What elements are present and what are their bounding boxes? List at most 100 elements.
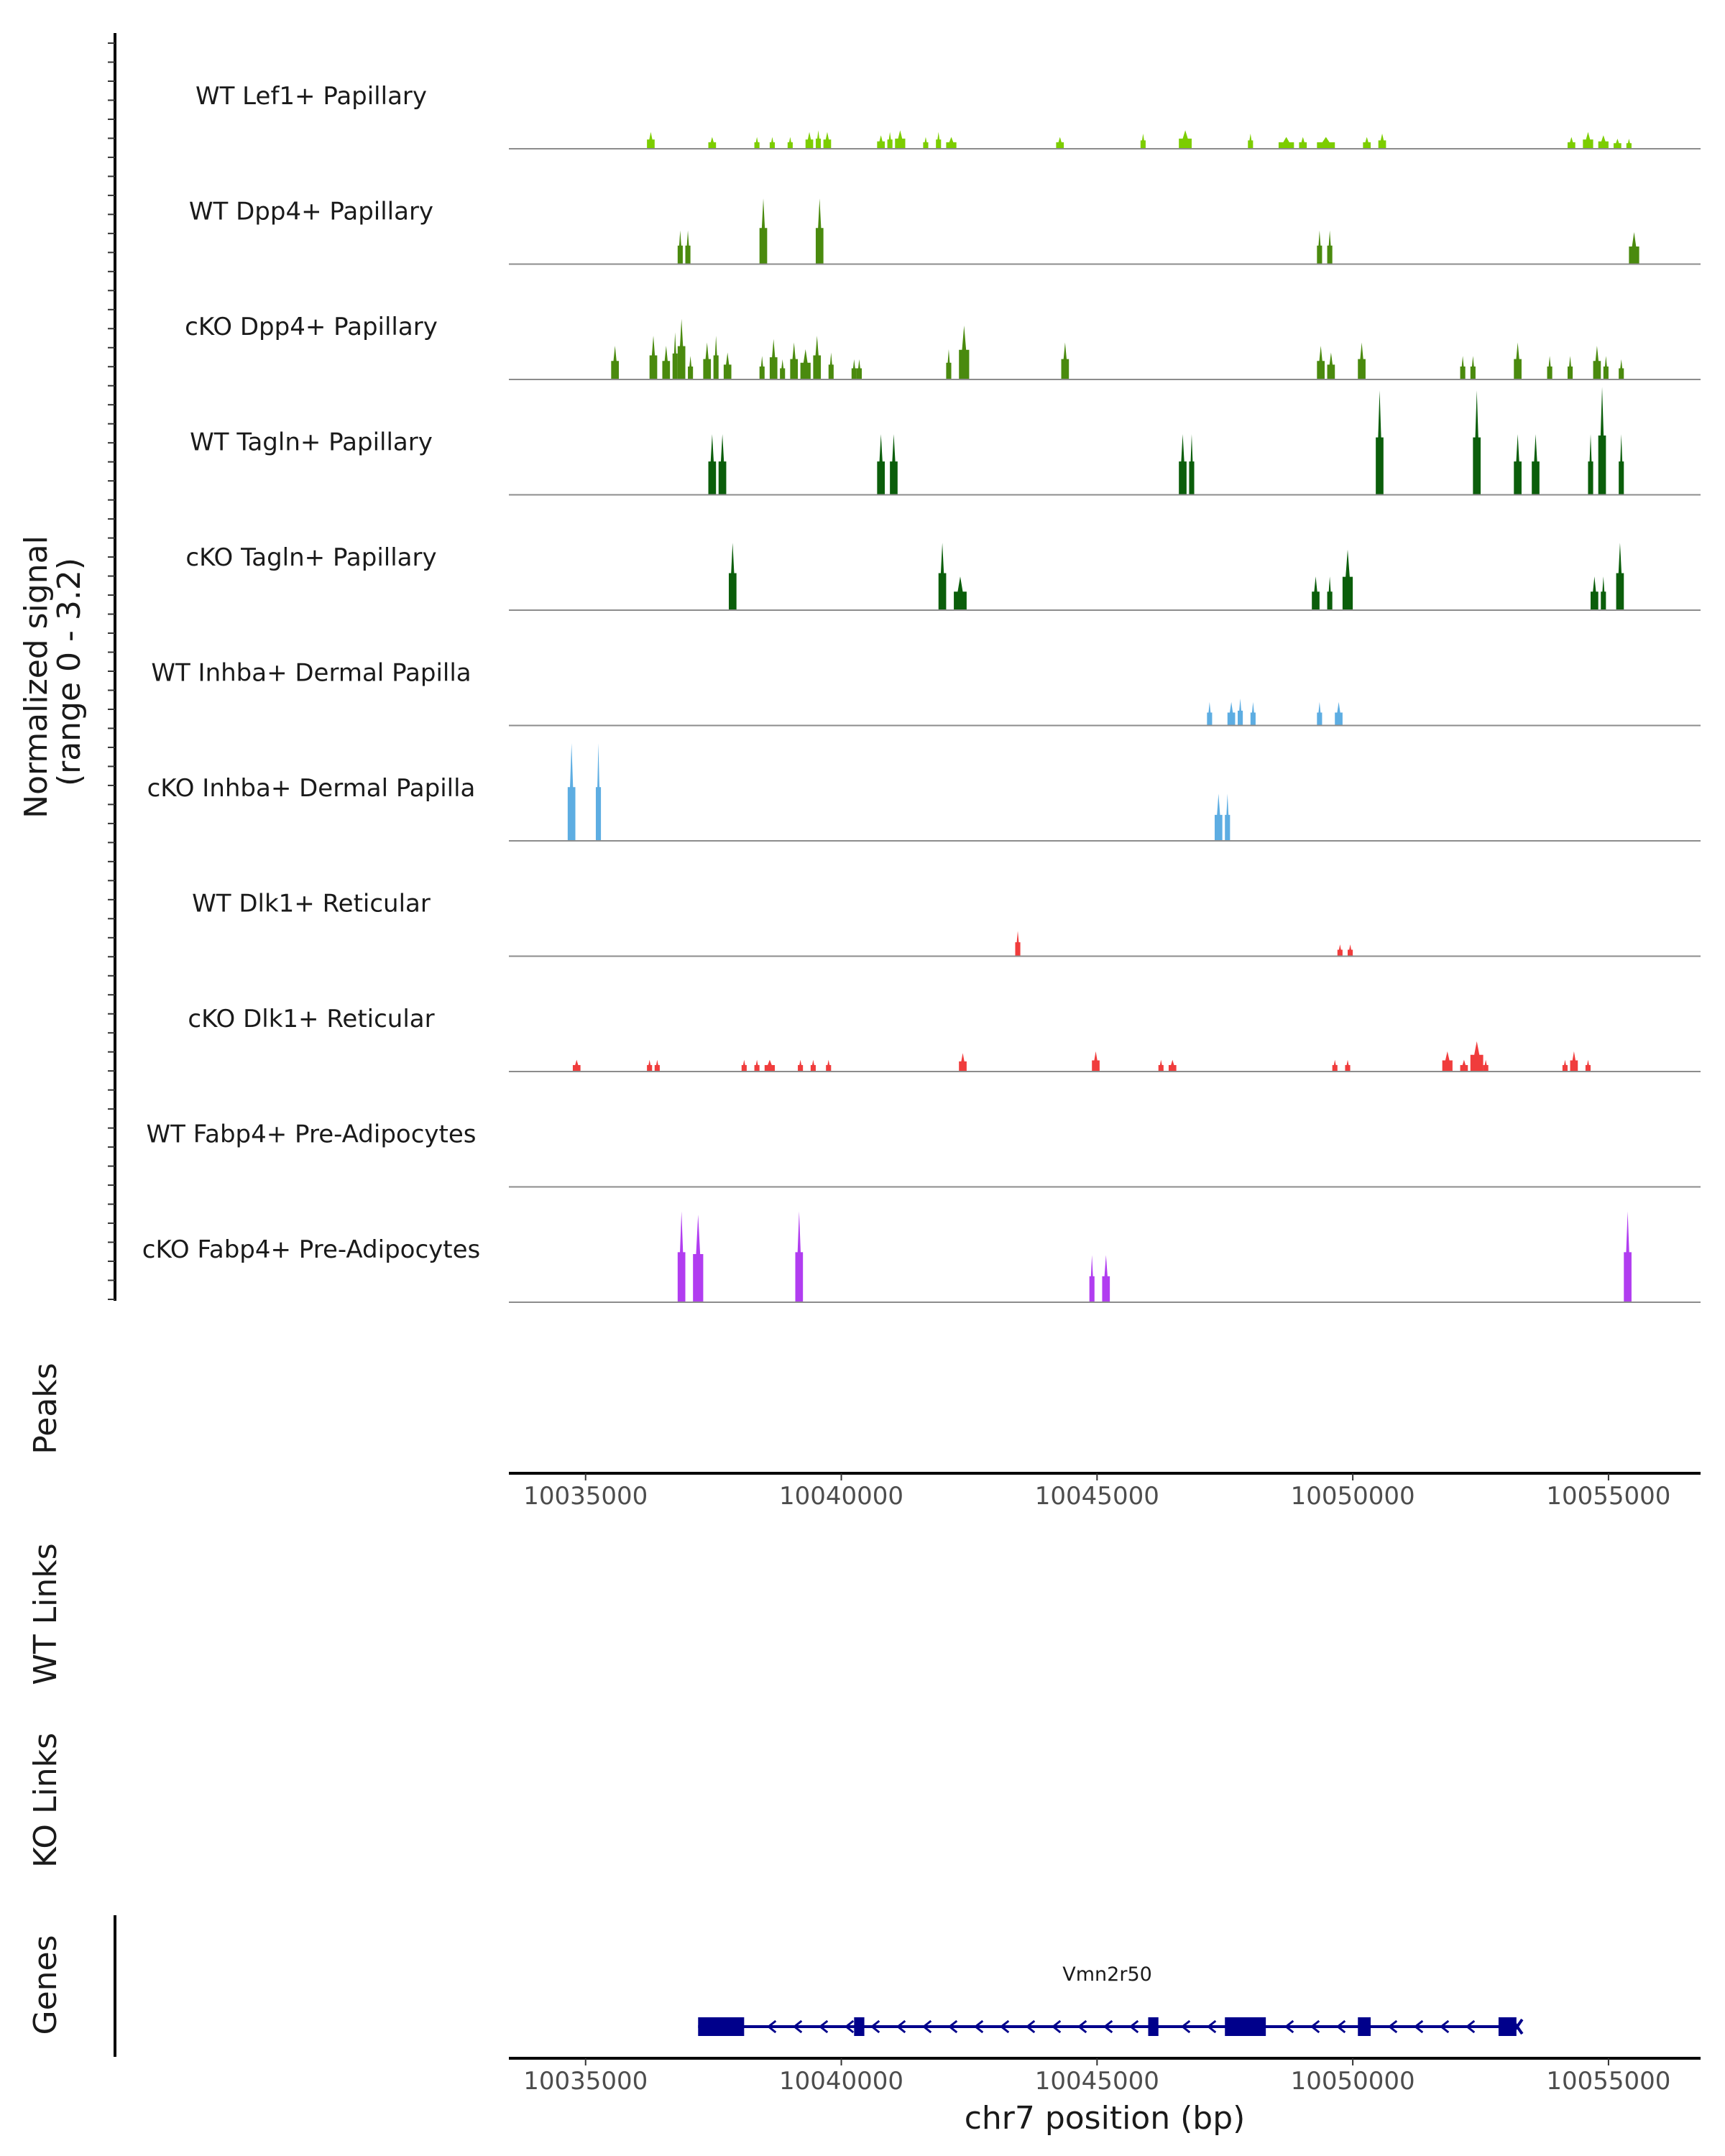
coverage-peak <box>1207 701 1213 726</box>
track-label: cKO Inhba+ Dermal Papilla <box>147 774 476 803</box>
coverage-peak <box>1089 1255 1095 1302</box>
track-4: WT Tagln+ Papillary <box>190 387 1701 496</box>
gene-exon <box>1498 2017 1517 2036</box>
wt-links-panel-title: WT Links <box>27 1543 64 1685</box>
coverage-peak <box>1442 1051 1453 1072</box>
strand-arrow <box>766 2019 777 2034</box>
coverage-peak <box>1473 390 1481 495</box>
coverage-peak <box>1619 434 1624 495</box>
coverage-peak <box>815 130 822 149</box>
coverage-peak <box>890 434 898 495</box>
coverage-peak <box>1312 576 1320 610</box>
coverage-peak <box>759 198 768 264</box>
strand-arrow <box>870 2019 880 2034</box>
coverage-peak <box>787 137 793 149</box>
coverage-peak <box>647 1059 653 1072</box>
strand-arrow <box>1335 2019 1346 2034</box>
peaks-panel-title: Peaks <box>27 1363 64 1454</box>
peaks-x-tick-label: 10050000 <box>1291 1482 1415 1511</box>
coverage-peak <box>1614 138 1622 149</box>
track-3: cKO Dpp4+ Papillary <box>185 313 1701 380</box>
coverage-peak <box>728 543 737 610</box>
coverage-peak <box>1327 230 1333 264</box>
strand-arrow <box>973 2019 984 2034</box>
coverage-peak <box>759 356 765 379</box>
track-label: WT Fabp4+ Pre-Adipocytes <box>147 1120 477 1149</box>
coverage-peak <box>647 132 655 149</box>
coverage-peak <box>1342 549 1353 610</box>
coverage-peak <box>1348 944 1353 957</box>
coverage-peak <box>685 230 691 264</box>
genes-x-tick-label: 10045000 <box>1035 2067 1159 2096</box>
coverage-peak <box>654 1059 660 1072</box>
coverage-peak <box>800 349 811 379</box>
coverage-peak <box>741 1059 747 1072</box>
coverage-peak <box>1299 137 1307 149</box>
coverage-peak <box>954 576 967 610</box>
coverage-peak <box>1460 356 1466 379</box>
coverage-peak <box>649 336 658 379</box>
coverage-peak <box>703 342 712 379</box>
coverage-peak <box>1015 931 1021 957</box>
coverage-peak <box>959 326 970 379</box>
strand-arrow <box>1387 2019 1398 2034</box>
track-2: WT Dpp4+ Papillary <box>189 198 1701 265</box>
coverage-peak <box>1629 231 1639 264</box>
coverage-peak <box>1214 793 1223 841</box>
coverage-peak <box>1140 133 1146 149</box>
ko-links-panel-title: KO Links <box>27 1733 64 1868</box>
strand-arrow <box>896 2019 906 2034</box>
coverage-peak <box>1317 137 1335 149</box>
coverage-peak <box>1619 359 1624 379</box>
coverage-peak <box>688 356 694 379</box>
coverage-peak <box>713 336 719 379</box>
coverage-peak <box>1588 434 1593 495</box>
gene-track: Vmn2r50 <box>698 1963 1524 2036</box>
coverage-peak <box>1225 793 1230 841</box>
strand-arrow <box>999 2019 1010 2034</box>
track-label: cKO Dlk1+ Reticular <box>188 1005 434 1033</box>
coverage-peak <box>1567 356 1573 379</box>
coverage-peak <box>1102 1255 1110 1302</box>
strand-arrow <box>1206 2019 1217 2034</box>
coverage-peak <box>936 132 942 149</box>
coverage-peak <box>1278 137 1294 149</box>
genes-x-tick-label: 10040000 <box>779 2067 903 2096</box>
strand-arrow <box>947 2019 958 2034</box>
strand-arrow <box>1077 2019 1087 2034</box>
track-label: cKO Dpp4+ Papillary <box>185 313 438 341</box>
coverage-peak <box>718 434 727 495</box>
track-1: WT Lef1+ Papillary <box>196 82 1701 149</box>
coverage-peak <box>1317 701 1322 726</box>
genes-x-tick-label: 10055000 <box>1546 2067 1670 2096</box>
coverage-peak <box>1514 342 1522 379</box>
coverage-peak <box>769 338 778 379</box>
coverage-peak <box>810 1059 816 1072</box>
y-axis-title-line2: (range 0 - 3.2) <box>51 558 88 786</box>
genes-x-tick-label: 10035000 <box>523 2067 648 2096</box>
coverage-peak <box>1327 576 1333 610</box>
coverage-peak <box>1626 138 1632 149</box>
track-label: WT Lef1+ Papillary <box>196 82 427 111</box>
coverage-peak <box>1317 346 1325 379</box>
genes-x-axis: 10035000 10040000 10045000 10050000 10055000 <box>523 2058 1670 2096</box>
coverage-peak <box>1056 137 1064 149</box>
coverage-peak <box>828 352 834 379</box>
coverage-peak <box>677 230 683 264</box>
gene-exon <box>1358 2017 1371 2036</box>
strand-arrow <box>1413 2019 1424 2034</box>
track-10: WT Fabp4+ Pre-Adipocytes <box>147 1120 1701 1188</box>
coverage-peak <box>1168 1059 1177 1072</box>
coverage-peak <box>826 1059 832 1072</box>
coverage-peak <box>856 359 862 379</box>
peaks-x-tick-label: 10055000 <box>1546 1482 1670 1511</box>
track-label: WT Tagln+ Papillary <box>190 428 433 457</box>
gene-exon <box>1225 2017 1266 2036</box>
track-label: WT Dpp4+ Papillary <box>189 198 433 226</box>
coverage-peak <box>1345 1059 1351 1072</box>
genes-panel-title: Genes <box>27 1935 64 2035</box>
strand-arrow <box>1439 2019 1450 2034</box>
genes-x-tick-label: 10050000 <box>1291 2067 1415 2096</box>
coverage-peak <box>754 137 760 149</box>
